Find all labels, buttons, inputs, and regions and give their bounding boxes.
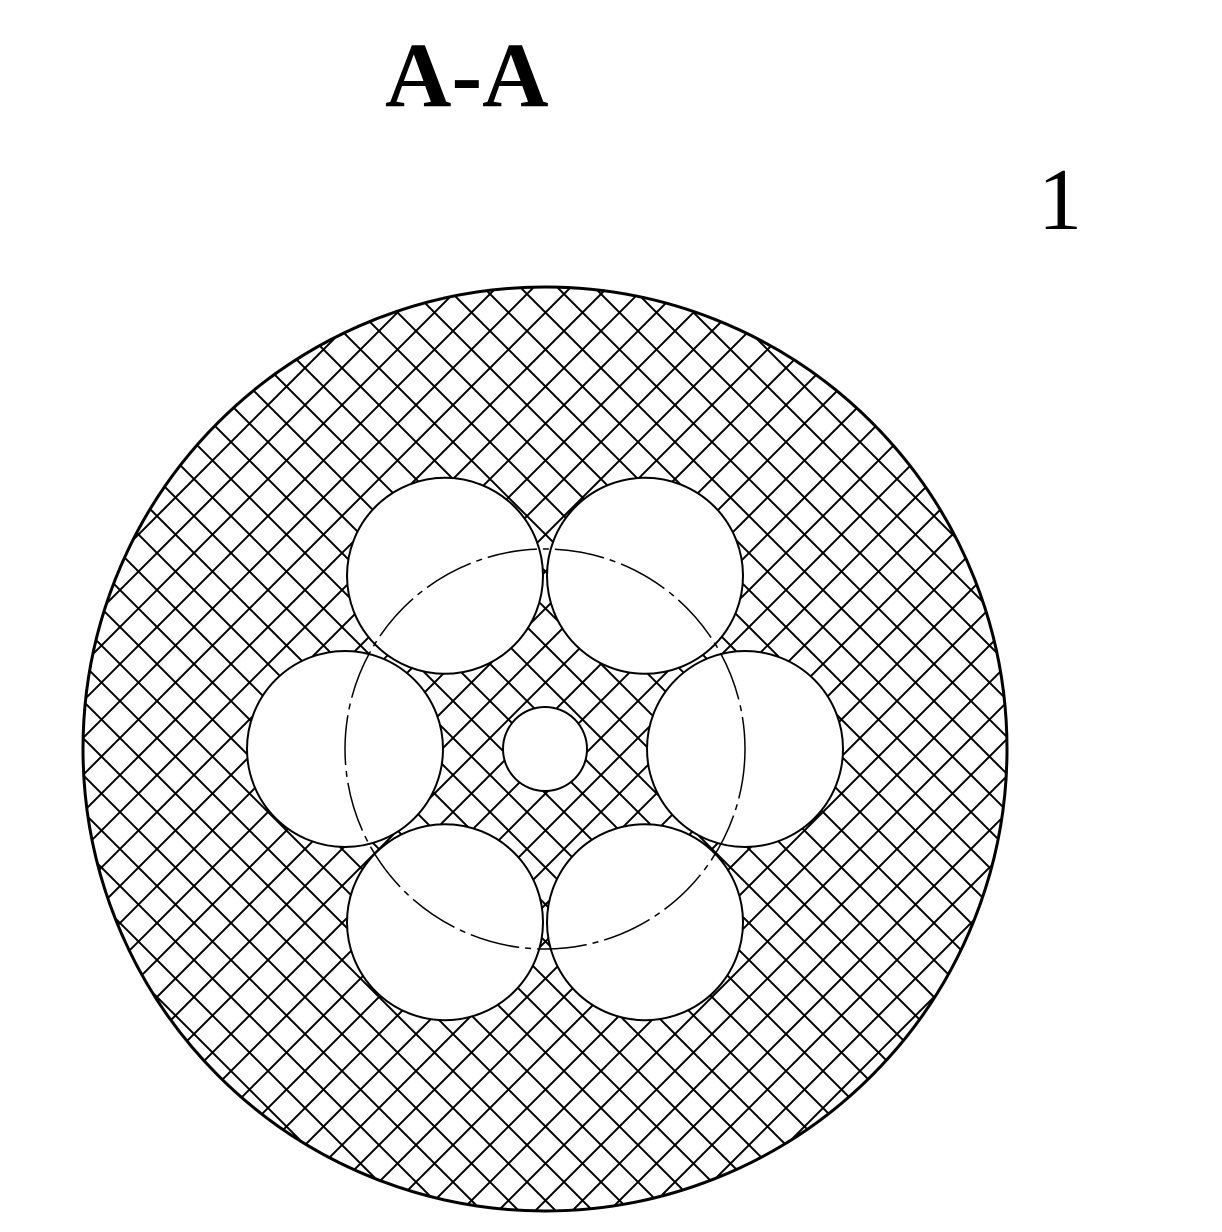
cross-section-diagram [68,272,1023,1227]
section-title: A-A [385,22,549,128]
reference-label-1: 1 [1038,150,1082,251]
cross-section-svg [68,272,1023,1227]
